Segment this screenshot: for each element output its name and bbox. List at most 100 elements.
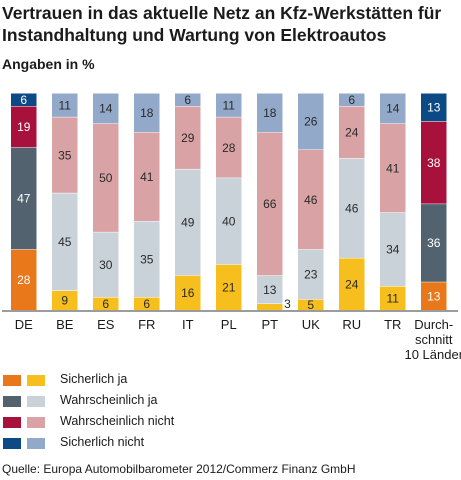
bar-segment — [216, 93, 242, 117]
source-note: Quelle: Europa Automobilbarometer 2012/C… — [2, 462, 356, 476]
x-tick-label: FR — [138, 317, 155, 332]
legend-swatch-primary — [3, 438, 21, 449]
data-label: 46 — [304, 193, 318, 207]
legend-swatch-secondary — [27, 417, 45, 428]
data-label: 36 — [427, 236, 441, 250]
bar-segment — [52, 290, 78, 310]
bar-segment — [11, 93, 37, 107]
bar-segment — [52, 116, 78, 193]
x-tick-label: IT — [182, 317, 194, 332]
bar-segment — [257, 275, 283, 304]
bar-segment — [257, 303, 283, 310]
data-label: 35 — [140, 253, 154, 267]
bar-segment — [380, 123, 406, 213]
bar-segment — [257, 132, 283, 276]
legend-label: Sicherlich nicht — [60, 435, 145, 449]
data-label: 13 — [427, 101, 441, 115]
bar-segment — [216, 177, 242, 265]
bar-segment — [298, 149, 324, 250]
data-label: 45 — [58, 235, 72, 249]
x-tick-label: BE — [56, 317, 74, 332]
data-label: 35 — [58, 148, 72, 162]
x-tick-label: ES — [97, 317, 115, 332]
legend-label: Wahrscheinlich nicht — [60, 414, 175, 428]
bar-segment — [216, 116, 242, 178]
bar-segment — [93, 93, 119, 124]
legend-swatch-secondary — [27, 438, 45, 449]
data-label: 50 — [99, 171, 113, 185]
data-label: 47 — [17, 192, 31, 206]
bar-segment — [339, 158, 365, 258]
chart-subtitle: Angaben in % — [2, 56, 95, 72]
data-label: 24 — [345, 126, 359, 140]
bar-segment — [380, 93, 406, 124]
data-label: 30 — [99, 258, 113, 272]
bar-segment — [93, 231, 119, 297]
data-label: 29 — [181, 131, 195, 145]
bar-segment — [298, 93, 324, 150]
data-label: 38 — [427, 156, 441, 170]
bar-segment — [175, 93, 201, 107]
chart-title: Vertrauen in das aktuelle Netz an Kfz-We… — [2, 3, 442, 45]
x-tick-label: DE — [15, 317, 33, 332]
bar-segment — [134, 132, 160, 222]
data-label: 14 — [386, 102, 400, 116]
x-tick-label: UK — [302, 317, 320, 332]
bar-segment — [175, 106, 201, 169]
data-label: 16 — [181, 286, 195, 300]
data-label: 6 — [143, 297, 150, 311]
bar-segment — [298, 299, 324, 310]
legend-label: Wahrscheinlich ja — [60, 393, 158, 407]
bar-segment — [339, 106, 365, 159]
legend-swatch-secondary — [27, 375, 45, 386]
legend-item-sicherlich-nicht: Sicherlich nicht — [3, 434, 243, 454]
data-label: 23 — [304, 268, 318, 282]
bar-segment — [339, 93, 365, 107]
stacked-bar-chart: 2847196DE9453511BE6305014ES6354118FR1649… — [2, 92, 461, 362]
data-label: 13 — [427, 289, 441, 303]
data-label: 26 — [304, 115, 318, 129]
bar-segment — [216, 264, 242, 310]
bar-segment — [11, 249, 37, 310]
bar-segment — [11, 147, 37, 250]
data-label: 5 — [307, 298, 314, 312]
data-label: 6 — [102, 297, 109, 311]
bar-segment — [380, 286, 406, 310]
bar-segment — [134, 296, 160, 310]
data-label: 11 — [59, 98, 72, 112]
legend-item-sicherlich-ja: Sicherlich ja — [3, 371, 243, 391]
data-label: 49 — [181, 216, 195, 230]
bar-segment — [175, 275, 201, 310]
x-tick-label: TR — [384, 317, 401, 332]
data-label: 13 — [263, 283, 277, 297]
bar-segment — [421, 121, 447, 204]
legend-item-wahrscheinlich-ja: Wahrscheinlich ja — [3, 392, 243, 412]
legend-swatch-secondary — [27, 396, 45, 407]
data-label: 40 — [222, 215, 236, 229]
bar-segment — [93, 123, 119, 232]
data-label: 11 — [223, 98, 236, 112]
data-label: 28 — [17, 273, 31, 287]
data-label: 6 — [20, 93, 27, 107]
x-tick-label: Durch-schnitt 10 Länder — [404, 317, 461, 362]
bar-segment — [257, 93, 283, 133]
bar-segment — [175, 168, 201, 276]
legend-label: Sicherlich ja — [60, 372, 128, 386]
data-label: 3 — [284, 297, 291, 311]
data-label: 34 — [386, 243, 400, 257]
bar-segment — [11, 106, 37, 148]
data-label: 18 — [140, 106, 154, 120]
data-label: 18 — [263, 106, 277, 120]
data-label: 21 — [222, 281, 236, 295]
data-label: 14 — [99, 102, 113, 116]
bar-segment — [421, 281, 447, 310]
data-label: 66 — [263, 197, 277, 211]
bar-segment — [134, 93, 160, 133]
data-label: 41 — [140, 170, 154, 184]
legend-swatch-primary — [3, 396, 21, 407]
bar-segment — [52, 192, 78, 291]
data-label: 6 — [184, 93, 191, 107]
data-label: 19 — [17, 120, 31, 134]
bar-segment — [298, 249, 324, 300]
bar-segment — [380, 212, 406, 287]
